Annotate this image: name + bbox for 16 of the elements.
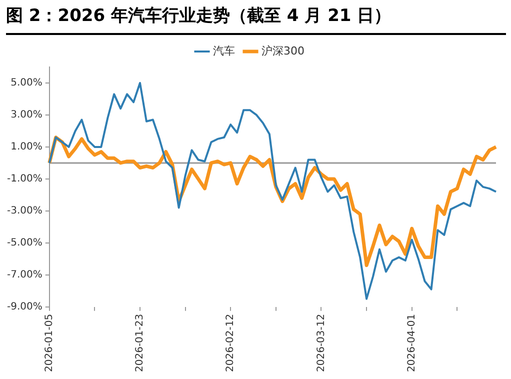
y-tick-label: -9.00% — [6, 301, 42, 312]
x-tick-label: 2026-01-05 — [44, 314, 55, 372]
y-tick-label: -1.00% — [6, 174, 42, 185]
x-tick-label: 2026-02-12 — [225, 314, 236, 372]
x-tick-label: 2026-04-01 — [406, 314, 418, 372]
x-tick-label: 2026-01-23 — [134, 314, 146, 372]
y-tick-label: -3.00% — [6, 206, 42, 217]
y-tick-label: 3.00% — [10, 110, 42, 121]
y-tick-label: 1.00% — [10, 142, 42, 153]
legend-label: 汽车 — [213, 44, 235, 58]
y-tick-label: -5.00% — [6, 238, 42, 249]
y-tick-label: 5.00% — [10, 78, 42, 89]
y-tick-label: -7.00% — [6, 269, 42, 280]
x-tick-label: 2026-03-12 — [316, 314, 327, 372]
chart-title: 图 2：2026 年汽车行业走势（截至 4 月 21 日） — [6, 4, 506, 35]
legend-label: 沪深300 — [262, 44, 304, 58]
